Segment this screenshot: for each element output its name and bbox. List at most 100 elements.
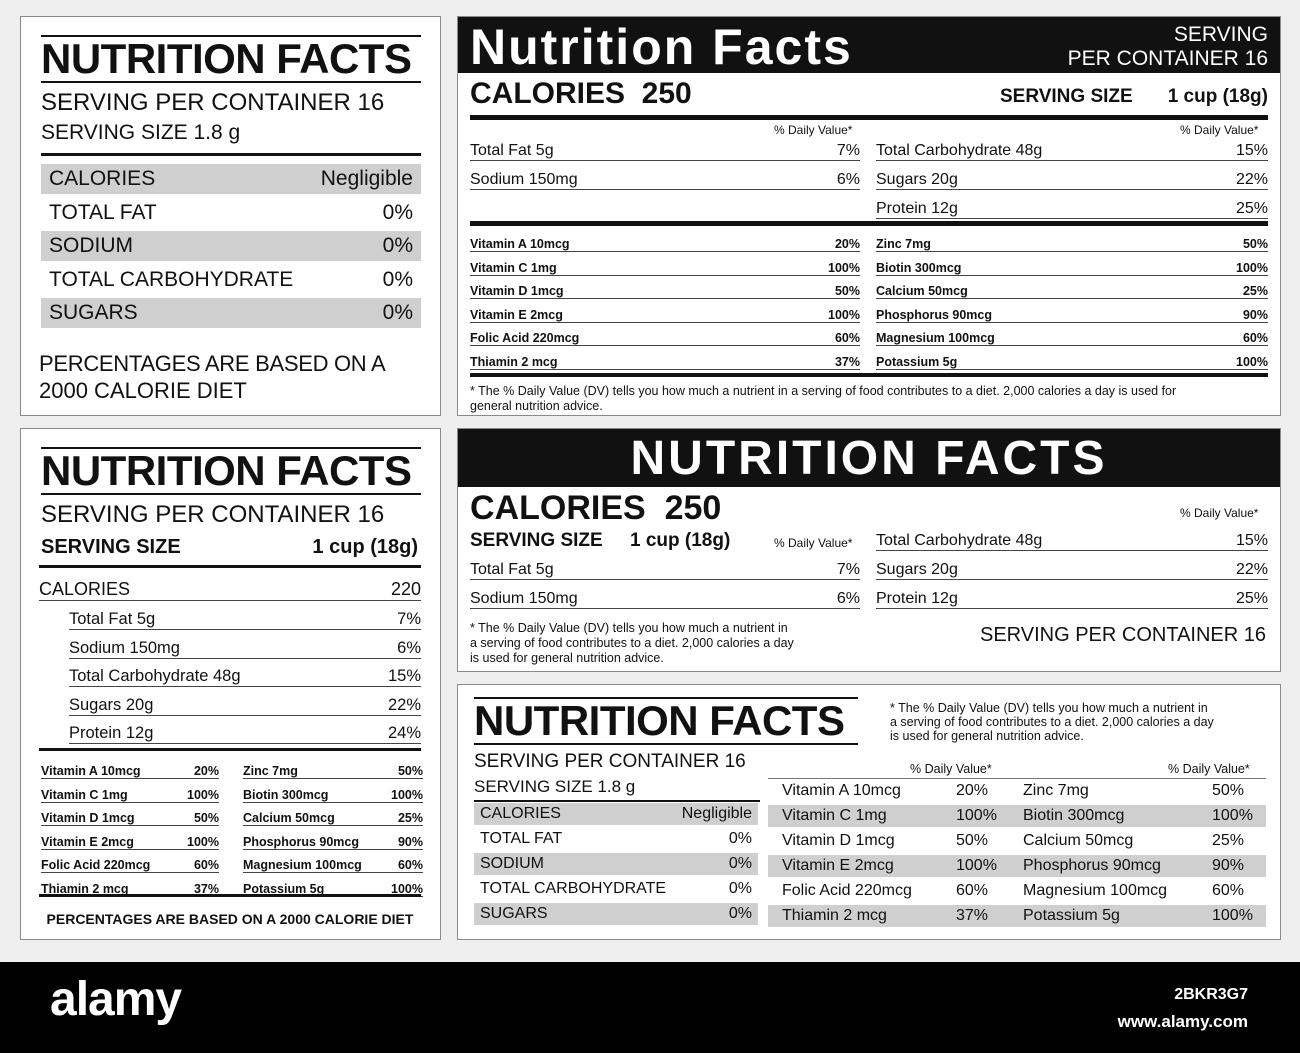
vitamin-top-rule — [768, 778, 1266, 779]
nutrient-label: Vitamin A 10mcg — [41, 764, 141, 778]
calories: CALORIES 250 — [470, 77, 692, 110]
nutrient-value: 100% — [391, 787, 423, 802]
nutrient-row: Vitamin E 2mcg 100% — [470, 302, 860, 323]
nutrient-row: Sugars 20g 22% — [876, 555, 1268, 580]
nutrient-row: TOTAL CARBOHYDRATE 0% — [474, 878, 758, 900]
nutrient-value: 15% — [387, 667, 421, 685]
nutrient-row: Sodium 150mg 6% — [470, 165, 860, 190]
nutrient-value: 0% — [728, 830, 752, 847]
top-rule — [41, 447, 421, 449]
nutrient-value: 0% — [382, 267, 413, 291]
nutrient-label: Total Fat 5g — [470, 561, 554, 578]
calories: CALORIES 250 — [470, 489, 722, 527]
nutrient-label: Potassium 5g — [876, 354, 958, 369]
nutrient-row: Calcium 50mcg 25% — [876, 278, 1268, 299]
nutrient-label: Sodium 150mg — [470, 590, 578, 607]
nutrient-label: Vitamin C 1mg — [41, 787, 128, 802]
title-rule — [41, 493, 421, 495]
nutrient-value: 90% — [1212, 857, 1245, 874]
nutrient-value: 25% — [1212, 832, 1245, 849]
nutrition-label-simple-1: NUTRITION FACTS SERVING PER CONTAINER 16… — [20, 16, 441, 416]
label-title: Nutrition Facts — [470, 19, 853, 75]
daily-value-note-1: * The % Daily Value (DV) tells you how m… — [890, 701, 1208, 715]
title-rule — [474, 743, 858, 745]
nutrient-value: 7% — [836, 142, 860, 159]
nutrient-value: 90% — [397, 834, 423, 849]
nutrient-value: 20% — [193, 764, 219, 778]
nutrient-value: 50% — [193, 811, 219, 825]
nutrient-value: 22% — [1235, 171, 1268, 188]
nutrient-value: 25% — [1235, 590, 1268, 607]
nutrient-label: Thiamin 2 mcg — [41, 881, 129, 896]
nutrient-label: Total Fat 5g — [470, 142, 554, 159]
nutrient-value: 50% — [956, 832, 989, 849]
nutrient-value: 15% — [1235, 532, 1268, 549]
nutrient-value: 100% — [956, 807, 997, 824]
label-title: NUTRITION FACTS — [41, 35, 412, 82]
nutrient-value: 0% — [728, 905, 752, 922]
nutrient-label: Phosphorus 90mcg — [876, 307, 992, 322]
nutrient-label: Magnesium 100mcg — [1023, 882, 1168, 899]
calories-row: CALORIES 220 — [39, 575, 421, 601]
nutrient-value: 100% — [828, 307, 860, 322]
nutrient-row: Total Fat 5g 7% — [69, 603, 421, 630]
nutrient-label: Vitamin D 1mcg — [470, 284, 564, 298]
nutrient-value: 6% — [397, 638, 421, 657]
nutrient-row: Vitamin D 1mcg 50% — [41, 805, 219, 826]
nutrient-value: 100% — [391, 881, 423, 896]
nutrient-value: 100% — [1212, 907, 1253, 924]
nutrient-label: Sugars 20g — [69, 695, 154, 714]
daily-value-header-left: % Daily Value* — [774, 536, 853, 550]
nutrient-value: 22% — [387, 695, 421, 714]
nutrient-value: 50% — [1212, 782, 1245, 799]
nutrient-value: 100% — [187, 787, 219, 802]
vitamin-row: Thiamin 2 mcg 37% Potassium 5g 100% — [768, 905, 1266, 927]
calories-label: CALORIES — [39, 579, 131, 599]
nutrient-row: Biotin 300mcg 100% — [243, 782, 423, 803]
nutrient-label: TOTAL CARBOHYDRATE — [480, 880, 667, 897]
nutrient-value: 25% — [397, 811, 423, 825]
footnote-line-1: PERCENTAGES ARE BASED ON A — [39, 351, 386, 376]
nutrient-row: Phosphorus 90mcg 90% — [243, 829, 423, 850]
nutrient-row: Vitamin E 2mcg 100% — [41, 829, 219, 850]
top-rule — [474, 697, 858, 699]
brand-logo: alamy — [50, 973, 182, 1026]
nutrient-row: Sodium 150mg 6% — [470, 584, 860, 609]
daily-value-note-2: a serving of food contributes to a diet.… — [890, 715, 1214, 729]
nutrient-row: Calcium 50mcg 25% — [243, 805, 423, 826]
nutrient-row: Protein 12g 25% — [876, 194, 1268, 219]
nutrient-value: 100% — [956, 857, 997, 874]
nutrient-label: Zinc 7mg — [876, 237, 931, 251]
nutrient-row: CALORIES Negligible — [474, 803, 758, 825]
nutrient-value: 50% — [397, 764, 423, 778]
nutrient-label: Vitamin D 1mcg — [782, 832, 895, 849]
nutrient-value: 0% — [382, 200, 413, 224]
nutrient-row: Sugars 20g 22% — [876, 165, 1268, 190]
daily-value-header-left: % Daily Value* — [910, 762, 992, 776]
title-rule — [41, 81, 421, 83]
servings-per-container: SERVING PER CONTAINER 16 — [980, 624, 1266, 646]
nutrient-label: Vitamin E 2mcg — [41, 834, 134, 849]
nutrient-row: Biotin 300mcg 100% — [876, 255, 1268, 276]
nutrient-row: Total Carbohydrate 48g 15% — [876, 526, 1268, 551]
nutrient-value: 7% — [397, 610, 421, 628]
nutrient-label: Protein 12g — [876, 590, 958, 607]
section-rule — [39, 565, 421, 568]
servings-per-container: SERVING PER CONTAINER 16 — [41, 89, 385, 116]
nutrient-row: Magnesium 100mcg 60% — [876, 325, 1268, 346]
nutrient-row: Folic Acid 220mcg 60% — [470, 325, 860, 346]
nutrient-row: Sugars 20g 22% — [69, 689, 421, 716]
note-rule — [470, 373, 1268, 377]
serving-size-value: 1 cup (18g) — [630, 530, 731, 551]
nutrient-label: Total Carbohydrate 48g — [69, 667, 241, 685]
servings-per-container: SERVING PER CONTAINER 16 — [41, 501, 385, 528]
nutrient-row: Protein 12g 25% — [876, 584, 1268, 609]
daily-value-header-left: % Daily Value* — [774, 123, 853, 137]
nutrient-label: Zinc 7mg — [243, 764, 298, 778]
nutrient-label: CALORIES — [480, 805, 561, 822]
top-rule — [41, 35, 421, 37]
nutrient-label: Vitamin A 10mcg — [782, 782, 901, 799]
nutrient-label: Vitamin E 2mcg — [782, 857, 894, 874]
nutrient-row: Protein 12g 24% — [69, 717, 421, 744]
nutrient-row: Vitamin A 10mcg 20% — [41, 758, 219, 779]
